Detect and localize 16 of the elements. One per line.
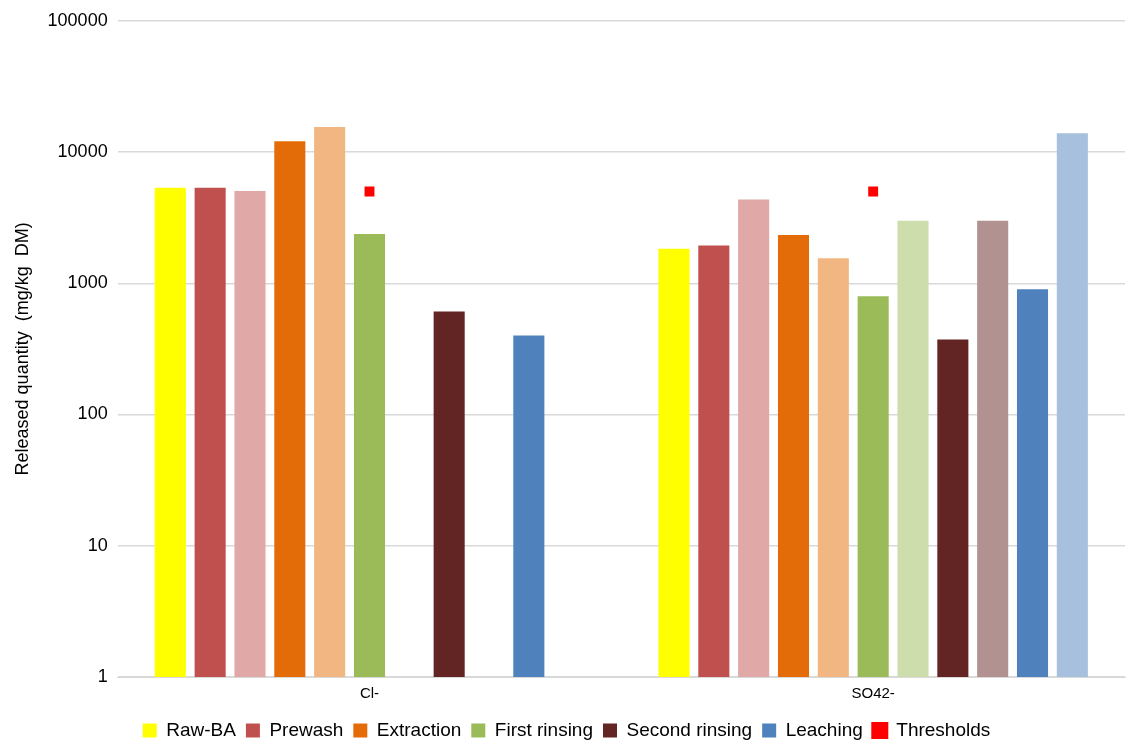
y-tick-label: 10 bbox=[87, 534, 108, 555]
legend-label: Prewash bbox=[269, 718, 344, 740]
y-tick-label: 1000 bbox=[67, 272, 108, 293]
legend-label: Second rinsing bbox=[626, 718, 753, 740]
legend-label: Leaching bbox=[785, 718, 863, 740]
legend-label: Extraction bbox=[376, 718, 462, 740]
y-tick-label: 10000 bbox=[57, 141, 108, 162]
legend-label: Raw-BA bbox=[166, 718, 237, 740]
y-tick-label: 100000 bbox=[47, 9, 108, 30]
y-axis-title: Released quantity (mg/kg DM) bbox=[11, 222, 32, 476]
legend-label: First rinsing bbox=[494, 718, 593, 740]
legend-label: Thresholds bbox=[896, 718, 991, 740]
y-tick-label: 1 bbox=[97, 665, 108, 686]
x-tick-label: SO42- bbox=[851, 684, 895, 702]
x-tick-label: Cl- bbox=[359, 684, 380, 702]
y-tick-label: 100 bbox=[77, 403, 108, 424]
